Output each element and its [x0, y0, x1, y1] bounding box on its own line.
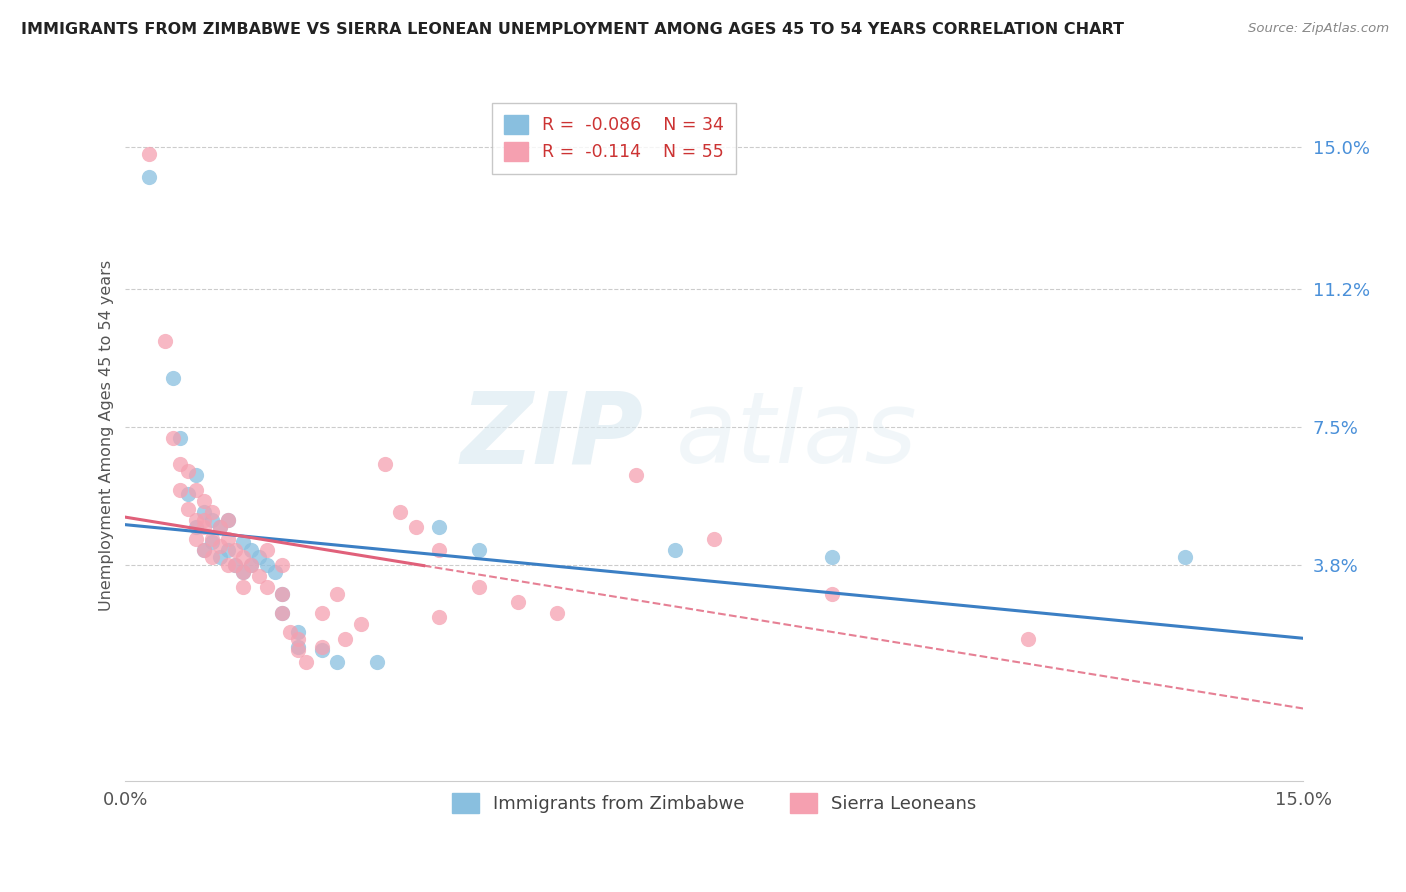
Point [287, 643, 309, 657]
Y-axis label: Unemployment Among Ages 45 to 54 years: Unemployment Among Ages 45 to 54 years [100, 260, 114, 612]
Point [217, 532, 239, 546]
Point [429, 610, 451, 624]
Text: Source: ZipAtlas.com: Source: ZipAtlas.com [1249, 22, 1389, 36]
Point [247, 550, 270, 565]
Point [664, 542, 686, 557]
Point [217, 542, 239, 557]
Point [217, 558, 239, 572]
Point [193, 542, 215, 557]
Point [184, 513, 207, 527]
Point [350, 617, 373, 632]
Point [201, 532, 224, 546]
Point [271, 606, 294, 620]
Point [821, 587, 844, 601]
Point [184, 520, 207, 534]
Text: IMMIGRANTS FROM ZIMBABWE VS SIERRA LEONEAN UNEMPLOYMENT AMONG AGES 45 TO 54 YEAR: IMMIGRANTS FROM ZIMBABWE VS SIERRA LEONE… [21, 22, 1123, 37]
Point [232, 565, 254, 579]
Text: atlas: atlas [676, 387, 918, 484]
Point [703, 532, 725, 546]
Point [224, 542, 246, 557]
Point [1174, 550, 1197, 565]
Point [366, 655, 388, 669]
Point [208, 520, 231, 534]
Point [335, 632, 357, 647]
Point [232, 580, 254, 594]
Point [271, 587, 294, 601]
Point [287, 624, 309, 639]
Point [138, 147, 160, 161]
Point [201, 550, 224, 565]
Point [256, 580, 278, 594]
Point [389, 505, 412, 519]
Point [162, 371, 184, 385]
Point [169, 431, 191, 445]
Point [295, 655, 318, 669]
Point [193, 542, 215, 557]
Text: ZIP: ZIP [461, 387, 644, 484]
Point [546, 606, 568, 620]
Point [232, 535, 254, 549]
Point [256, 558, 278, 572]
Point [624, 468, 647, 483]
Point [193, 505, 215, 519]
Point [193, 513, 215, 527]
Point [184, 468, 207, 483]
Point [169, 483, 191, 497]
Point [217, 513, 239, 527]
Point [1017, 632, 1039, 647]
Point [240, 542, 263, 557]
Point [271, 606, 294, 620]
Point [278, 624, 301, 639]
Point [468, 580, 491, 594]
Point [247, 569, 270, 583]
Point [208, 520, 231, 534]
Point [311, 643, 333, 657]
Point [208, 539, 231, 553]
Point [271, 587, 294, 601]
Point [201, 505, 224, 519]
Point [162, 431, 184, 445]
Point [224, 558, 246, 572]
Point [429, 520, 451, 534]
Point [326, 655, 349, 669]
Point [153, 334, 176, 348]
Point [468, 542, 491, 557]
Point [256, 542, 278, 557]
Point [208, 550, 231, 565]
Point [177, 464, 200, 478]
Point [184, 483, 207, 497]
Legend: Immigrants from Zimbabwe, Sierra Leoneans: Immigrants from Zimbabwe, Sierra Leonean… [441, 782, 987, 823]
Point [217, 513, 239, 527]
Point [374, 457, 396, 471]
Point [224, 558, 246, 572]
Point [240, 558, 263, 572]
Point [184, 532, 207, 546]
Point [201, 535, 224, 549]
Point [240, 558, 263, 572]
Point [232, 550, 254, 565]
Point [429, 542, 451, 557]
Point [138, 169, 160, 184]
Point [169, 457, 191, 471]
Point [821, 550, 844, 565]
Point [405, 520, 427, 534]
Point [271, 558, 294, 572]
Point [193, 494, 215, 508]
Point [177, 501, 200, 516]
Point [506, 595, 529, 609]
Point [193, 520, 215, 534]
Point [201, 513, 224, 527]
Point [311, 640, 333, 654]
Point [232, 565, 254, 579]
Point [263, 565, 285, 579]
Point [311, 606, 333, 620]
Point [326, 587, 349, 601]
Point [177, 487, 200, 501]
Point [287, 632, 309, 647]
Point [287, 640, 309, 654]
